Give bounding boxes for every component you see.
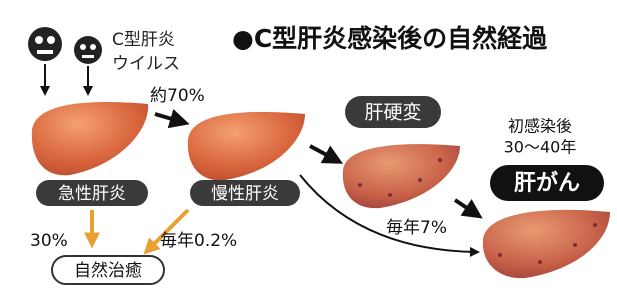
node-label: 肝硬変 [364, 102, 421, 124]
node-note: 30〜40年 [504, 138, 577, 157]
node-label: 肝がん [514, 170, 580, 196]
edge-label: 30% [30, 231, 68, 251]
title: ●C型肝炎感染後の自然経過 [232, 24, 548, 53]
virus-icons [28, 27, 102, 92]
virus-label: C型肝炎 [112, 30, 175, 50]
node-label: 急性肝炎 [58, 184, 126, 204]
diagram: ●C型肝炎感染後の自然経過 C型肝炎 ウイルス 約70% 30% 毎年0.2% … [0, 0, 617, 288]
virus-label: ウイルス [112, 54, 180, 74]
node-label: 自然治癒 [74, 261, 142, 281]
edge-label: 約70% [150, 86, 205, 106]
node-note: 初感染後 [508, 117, 572, 136]
node-label: 慢性肝炎 [211, 183, 279, 204]
edge-label: 毎年0.2% [160, 231, 237, 251]
edge-label: 毎年7% [386, 218, 447, 238]
